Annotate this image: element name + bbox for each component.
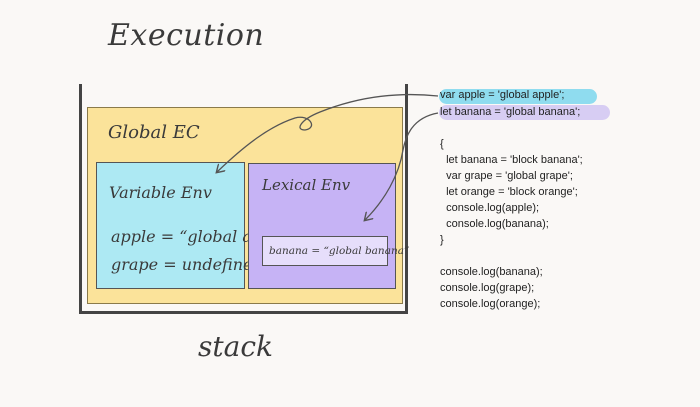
lexical-environment: Lexical Env banana = “global banana” bbox=[248, 163, 409, 289]
code-line: console.log(banana); bbox=[440, 218, 549, 230]
code-line: var apple = 'global apple'; bbox=[440, 89, 565, 101]
var-highlight bbox=[439, 89, 597, 104]
code-line: console.log(grape); bbox=[440, 282, 535, 294]
diagram-title: Execution bbox=[108, 18, 265, 53]
code-line: let banana = 'global banana'; bbox=[440, 106, 581, 118]
variable-env-label: Variable Env bbox=[109, 183, 212, 202]
code-line: let banana = 'block banana'; bbox=[440, 154, 583, 166]
code-line: console.log(apple); bbox=[440, 202, 540, 214]
call-stack-container bbox=[79, 84, 408, 314]
code-line: console.log(banana); bbox=[440, 266, 543, 278]
stack-label: stack bbox=[198, 330, 273, 363]
code-line: { bbox=[440, 138, 444, 150]
code-line: } bbox=[440, 234, 444, 246]
lexical-env-record: banana = “global banana” bbox=[262, 236, 409, 266]
let-arrow bbox=[365, 112, 439, 220]
code-line: let orange = 'block orange'; bbox=[440, 186, 578, 198]
lexical-env-banana: banana = “global banana” bbox=[269, 245, 410, 257]
let-highlight bbox=[439, 105, 610, 120]
global-ec-label: Global EC bbox=[108, 122, 200, 143]
code-line: console.log(orange); bbox=[440, 298, 541, 310]
variable-env-grape: grape = undefined bbox=[111, 255, 263, 274]
var-arrow bbox=[217, 93, 439, 172]
code-line: var grape = 'global grape'; bbox=[440, 170, 573, 182]
lexical-env-label: Lexical Env bbox=[262, 176, 351, 194]
